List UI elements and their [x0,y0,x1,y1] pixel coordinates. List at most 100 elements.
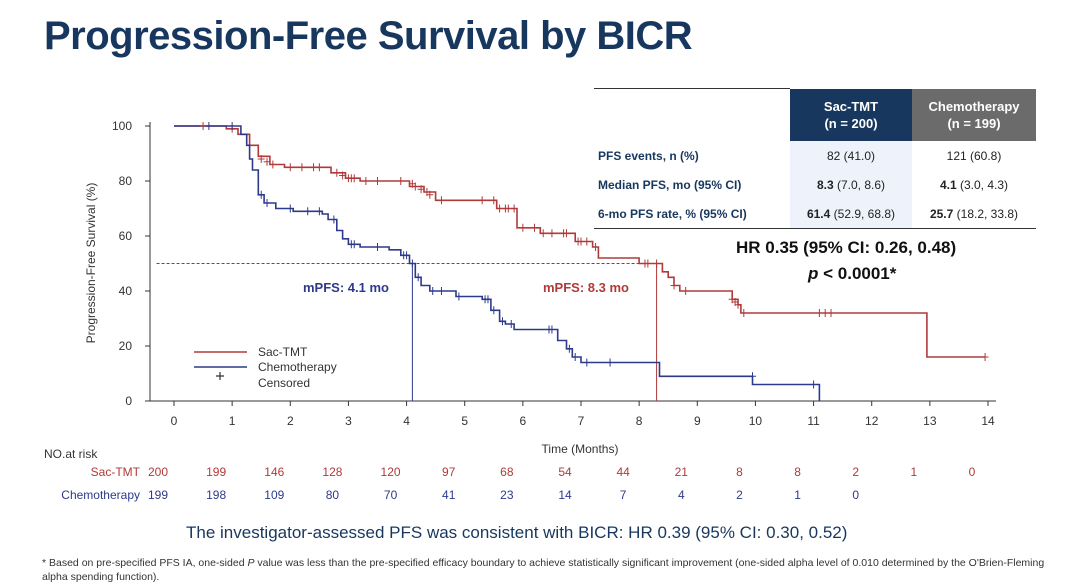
header-chemo-n: (n = 199) [947,115,1001,131]
x-tick-label: 6 [520,414,527,428]
at-risk-value: 2 [736,488,743,502]
legend-label-sac: Sac-TMT [258,345,308,359]
censor-mark [263,199,271,207]
at-risk-value: 23 [500,488,514,502]
x-tick-label: 4 [403,414,410,428]
x-axis-label: Time (Months) [542,442,619,456]
censor-mark [263,157,271,166]
series-line [174,125,986,358]
censor-mark [269,160,277,169]
at-risk-value: 8 [794,465,801,479]
y-tick-label: 40 [119,284,133,298]
censor-mark [827,309,835,317]
censor-mark [583,358,591,367]
summary-header-row: Sac-TMT (n = 200) Chemotherapy (n = 199) [594,88,1036,141]
x-tick-label: 13 [923,414,937,428]
censor-mark [548,325,556,334]
y-tick-label: 0 [125,394,132,408]
censor-mark [286,163,294,172]
censor-mark [429,287,437,295]
legend-label-chemo: Chemotherapy [258,360,337,374]
chart-text: Progression-Free Survival (%) Time (Mont… [44,183,976,502]
censor-mark [350,174,358,183]
at-risk-value: 146 [264,465,284,479]
censor-mark [539,229,547,238]
censor-mark [519,223,527,232]
censor-mark [374,177,381,185]
summary-row-label: Median PFS, mo (95% CI) [598,177,742,192]
at-risk-header: NO.at risk [44,447,98,461]
at-risk-value: 200 [148,465,168,479]
summary-row: 6-mo PFS rate, % (95% CI) 61.4 (52.9, 68… [594,199,1036,229]
censor-mark [606,358,614,367]
censor-mark [350,240,358,249]
at-risk-value: 2 [852,465,859,479]
at-risk-value: 68 [500,465,514,479]
censor-mark [670,281,678,290]
median-label-sac: mPFS: 8.3 mo [543,280,629,295]
at-risk-value: 1 [911,465,918,479]
at-risk-value: 8 [736,465,743,479]
header-sac-name: Sac-TMT [823,98,879,114]
censor-mark [571,353,579,361]
censor-mark [298,163,306,172]
x-tick-label: 8 [636,414,643,428]
censor-mark [749,372,757,381]
x-tick-label: 0 [171,414,178,428]
footnote-p: P [247,557,255,569]
footnote-part1: * Based on pre-specified PFS IA, one-sid… [42,557,248,569]
p-symbol: p [808,264,819,283]
at-risk-value: 198 [206,488,226,502]
x-tick-label: 1 [229,414,236,428]
censor-mark [411,182,419,191]
summary-row: PFS events, n (%) 82 (41.0) 121 (60.8) [594,141,1036,170]
at-risk-value: 199 [148,488,168,502]
x-tick-label: 14 [981,414,995,428]
y-axis-label: Progression-Free Survival (%) [84,183,98,344]
censor-mark [565,344,573,353]
legend-label-censored: Censored [258,376,310,390]
censor-mark [374,243,381,251]
censor-mark [592,243,600,251]
censor-mark [682,287,690,295]
header-chemo-name: Chemotherapy [928,98,1020,114]
x-tick-label: 7 [578,414,585,428]
x-tick-label: 10 [749,414,763,428]
x-tick-label: 2 [287,414,294,428]
censor-mark [339,171,347,180]
censor-mark [408,259,416,268]
censor-mark [653,259,661,268]
summary-cell-chemo: 4.1 (3.0, 4.3) [912,170,1036,199]
censor-mark [437,196,445,205]
censor-mark [510,204,518,213]
censor-mark [455,292,463,301]
cell-value: (18.2, 33.8) [953,206,1019,221]
summary-cell-chemo: 121 (60.8) [912,141,1036,170]
p-value: p < 0.0001* [808,264,896,284]
at-risk-value: 4 [678,488,685,502]
censor-mark [644,259,652,268]
at-risk-value: 7 [620,488,627,502]
censor-mark [315,163,323,172]
at-risk-value: 80 [326,488,340,502]
at-risk-value: 0 [852,488,859,502]
median-label-chemo: mPFS: 4.1 mo [303,280,389,295]
censor-mark [228,122,236,130]
at-risk-value: 0 [969,465,976,479]
at-risk-value: 199 [206,465,226,479]
censor-mark [981,353,989,361]
at-risk-value: 109 [264,488,284,502]
summary-header-chemo: Chemotherapy (n = 199) [912,88,1036,141]
summary-row-label: 6-mo PFS rate, % (95% CI) [594,199,790,229]
censor-mark [403,251,411,260]
y-tick-label: 100 [112,119,132,133]
summary-cell-sac: 61.4 (52.9, 68.8) [790,199,912,229]
censor-mark [478,196,486,205]
censor-mark [315,207,323,216]
censor-mark [304,207,312,216]
censor-mark [484,295,492,304]
at-risk-value: 120 [381,465,401,479]
x-tick-label: 5 [461,414,468,428]
censor-mark [426,190,434,199]
